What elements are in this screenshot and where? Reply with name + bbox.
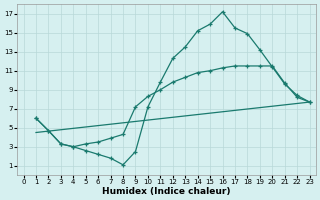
X-axis label: Humidex (Indice chaleur): Humidex (Indice chaleur) <box>102 187 231 196</box>
